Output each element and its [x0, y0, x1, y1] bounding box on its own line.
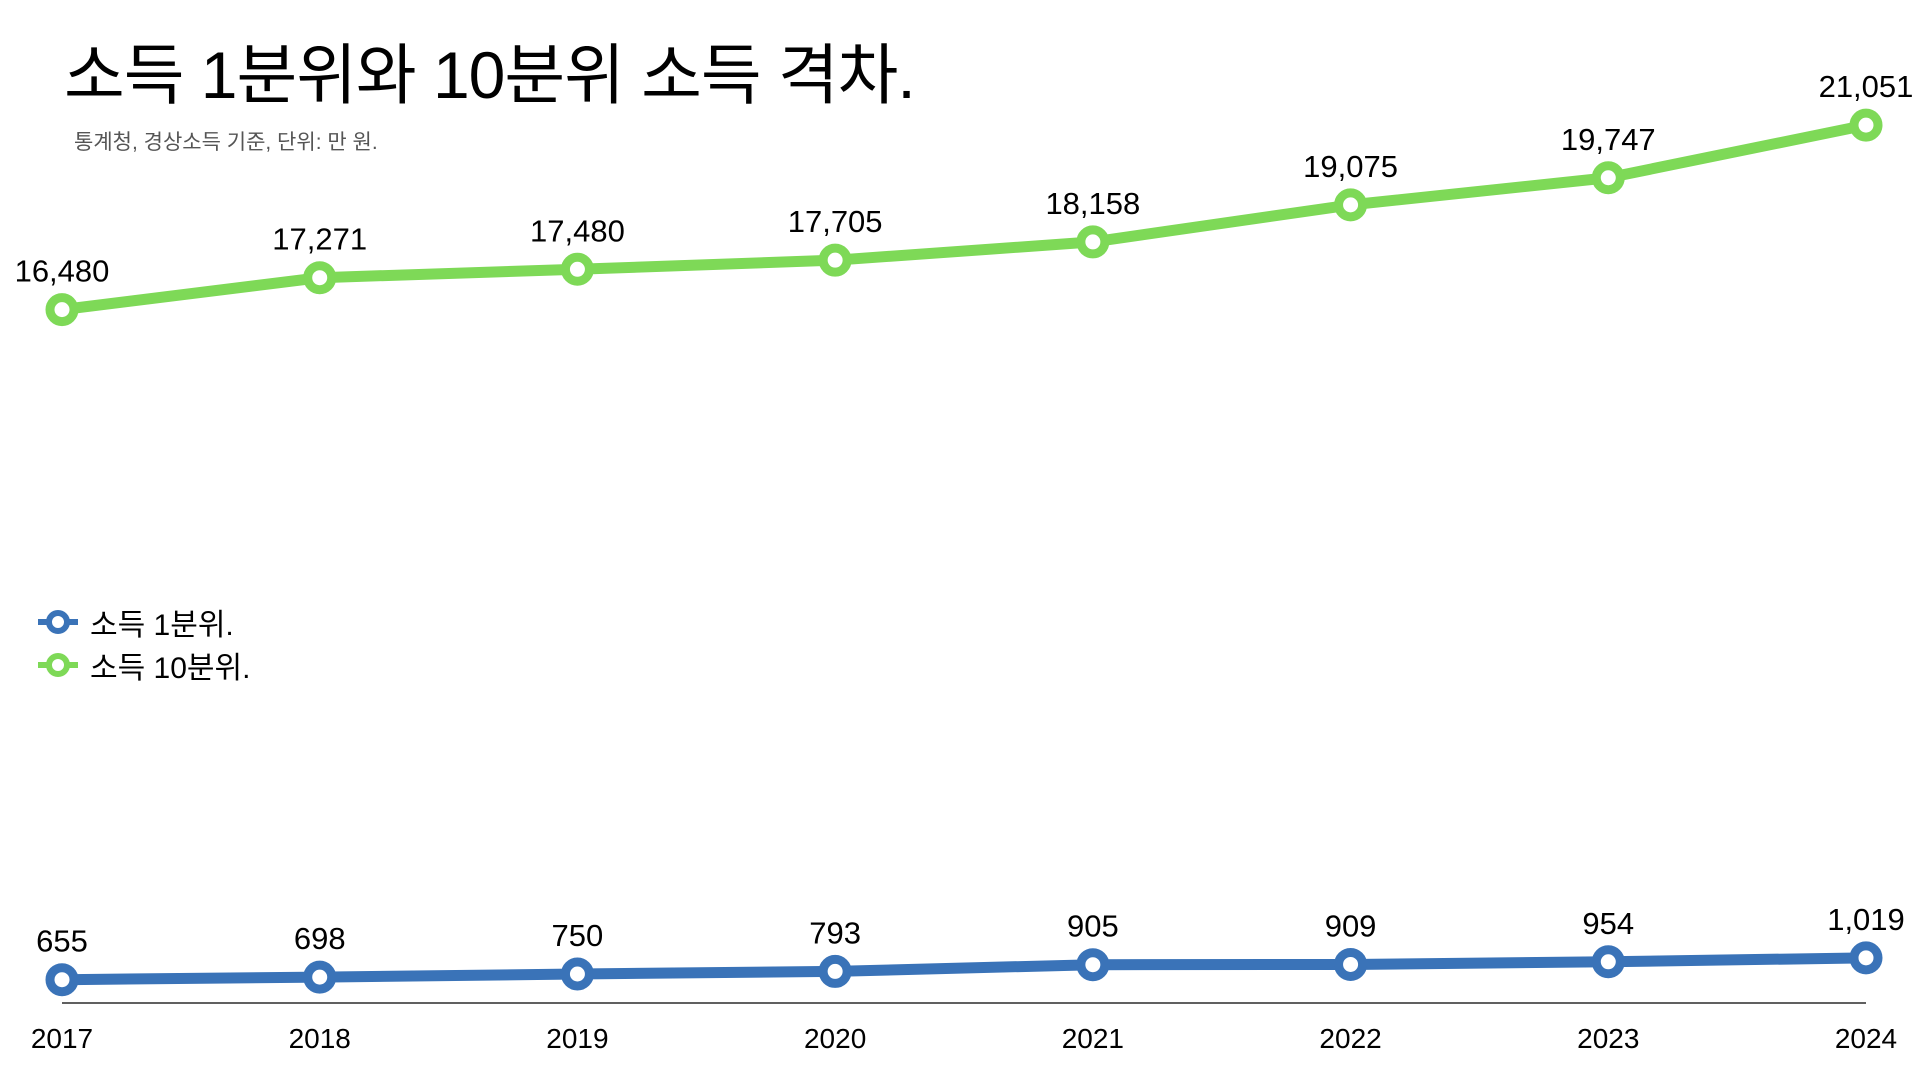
legend-item-bottom-decile: 소득 1분위. — [38, 600, 250, 643]
data-point — [1076, 948, 1110, 982]
data-label: 905 — [1067, 909, 1119, 944]
x-tick-label: 2023 — [1577, 1023, 1639, 1054]
series-top-decile: 16,480 17,271 17,480 17,705 18,158 19,075 19,7… — [15, 69, 1914, 327]
x-tick-label: 2018 — [289, 1023, 351, 1054]
data-label: 18,158 — [1045, 186, 1140, 221]
data-point — [1591, 945, 1625, 979]
x-tick-label: 2017 — [31, 1023, 93, 1054]
x-tick-label: 2021 — [1062, 1023, 1124, 1054]
data-label: 21,051 — [1819, 69, 1914, 104]
data-point — [1334, 947, 1368, 981]
chart-title: 소득 1분위와 10분위 소득 격차. — [64, 38, 916, 112]
legend-label: 소득 10분위. — [90, 651, 251, 685]
data-point — [560, 252, 594, 286]
series-bottom-decile: 655 698 750 793 905 909 954 1,019 — [36, 902, 1905, 997]
data-point — [1849, 108, 1883, 142]
data-label: 909 — [1325, 908, 1377, 943]
legend-item-top-decile: 소득 10분위. — [38, 643, 250, 686]
data-label: 17,271 — [272, 222, 367, 257]
data-label: 1,019 — [1827, 902, 1905, 937]
data-point — [303, 960, 337, 994]
data-point — [560, 957, 594, 991]
data-label: 793 — [809, 915, 861, 950]
data-label: 17,480 — [530, 213, 625, 248]
data-point — [1849, 941, 1883, 975]
data-point — [1591, 161, 1625, 195]
data-point — [818, 243, 852, 277]
x-tick-label: 2019 — [546, 1023, 608, 1054]
series-line — [56, 952, 1872, 986]
data-label: 655 — [36, 924, 88, 959]
data-label: 19,075 — [1303, 149, 1398, 184]
legend-marker-icon — [38, 652, 78, 677]
data-point — [1076, 225, 1110, 259]
x-tick-label: 2020 — [804, 1023, 866, 1054]
data-point — [1334, 188, 1368, 222]
series-line — [56, 119, 1872, 316]
chart-subtitle: 통계청, 경상소득 기준, 단위: 만 원. — [74, 131, 378, 154]
x-tick-label: 2024 — [1835, 1023, 1897, 1054]
data-label: 16,480 — [15, 254, 110, 289]
data-label: 750 — [552, 918, 604, 953]
data-point — [303, 261, 337, 295]
data-label: 19,747 — [1561, 122, 1656, 157]
data-label: 698 — [294, 921, 346, 956]
data-label: 17,705 — [788, 204, 883, 239]
data-point — [818, 954, 852, 988]
x-tick-label: 2022 — [1319, 1023, 1381, 1054]
data-point — [45, 963, 79, 997]
data-label: 954 — [1582, 906, 1634, 941]
data-point — [45, 293, 79, 327]
legend-label: 소득 1분위. — [90, 608, 234, 642]
legend-marker-icon — [38, 609, 78, 634]
legend: 소득 1분위. 소득 10분위. — [38, 600, 250, 686]
